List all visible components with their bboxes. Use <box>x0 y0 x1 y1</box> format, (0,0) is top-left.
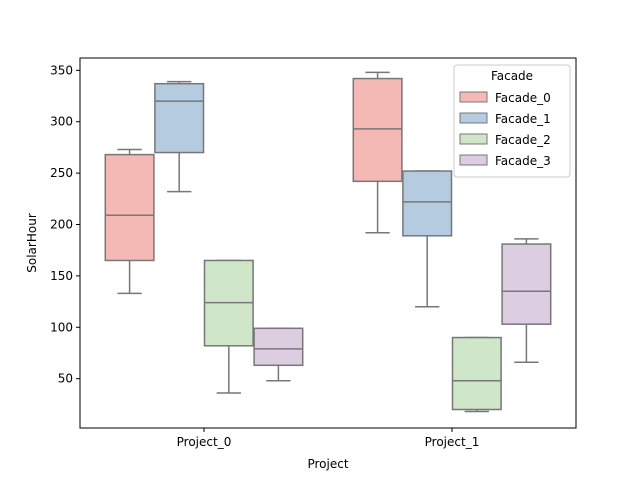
y-axis-label: SolarHour <box>25 213 39 273</box>
box-facade_1-project_1 <box>402 170 453 308</box>
box-facade_3-project_0 <box>253 327 304 382</box>
legend-swatch <box>459 133 488 145</box>
y-tick-label: 250 <box>50 166 73 180</box>
legend-swatch <box>459 112 488 124</box>
legend-swatch <box>459 91 488 103</box>
box-facade_1-project_0 <box>154 80 205 193</box>
y-tick-label: 350 <box>50 63 73 77</box>
y-tick-label: 100 <box>50 320 73 334</box>
y-tick-label: 150 <box>50 269 73 283</box>
box-facade_0-project_1 <box>352 71 403 234</box>
box-body <box>402 170 453 237</box>
x-axis-label: Project <box>307 457 348 471</box>
y-tick-label: 300 <box>50 115 73 129</box>
x-tick-label: Project_1 <box>425 435 480 449</box>
box-facade_2-project_1 <box>451 336 502 413</box>
y-tick-label: 50 <box>58 372 73 386</box>
plot-frame <box>79 57 577 429</box>
box-body <box>451 336 502 411</box>
box-facade_2-project_0 <box>203 259 254 394</box>
x-axis: Project_0 Project_1 <box>177 428 480 449</box>
box-facade_3-project_1 <box>501 238 552 363</box>
box-body <box>352 77 403 183</box>
legend-swatch <box>459 154 488 166</box>
x-tick-label: Project_0 <box>177 435 232 449</box>
boxes-layer <box>104 71 552 413</box>
legend-label: Facade_3 <box>495 154 551 168</box>
legend-label: Facade_2 <box>495 133 551 147</box>
box-facade_0-project_0 <box>104 148 155 295</box>
legend: Facade Facade_0 Facade_1 Facade_2 Facade_3 <box>453 64 571 178</box>
legend-title: Facade <box>491 69 533 83</box>
box-body <box>253 327 304 367</box>
legend-label: Facade_0 <box>495 91 551 105</box>
box-body <box>104 153 155 262</box>
box-body <box>501 243 552 325</box>
legend-label: Facade_1 <box>495 112 551 126</box>
box-body <box>154 82 205 154</box>
y-axis: 50 100 150 200 250 300 350 <box>50 63 80 386</box>
y-tick-label: 200 <box>50 218 73 232</box>
